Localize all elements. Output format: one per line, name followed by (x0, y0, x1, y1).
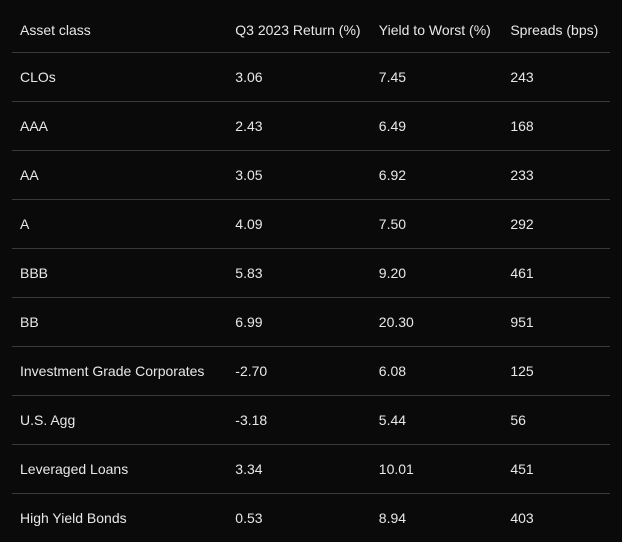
cell-spreads: 403 (502, 494, 610, 542)
cell-return: 0.53 (227, 494, 371, 542)
cell-yield: 6.49 (371, 102, 503, 151)
col-header-asset-class: Asset class (12, 12, 227, 53)
cell-asset-class: U.S. Agg (12, 396, 227, 445)
cell-return: 2.43 (227, 102, 371, 151)
cell-yield: 6.08 (371, 347, 503, 396)
table-body: CLOs 3.06 7.45 243 AAA 2.43 6.49 168 AA … (12, 53, 610, 542)
cell-return: 3.05 (227, 151, 371, 200)
cell-spreads: 243 (502, 53, 610, 102)
cell-asset-class: AAA (12, 102, 227, 151)
asset-class-table: Asset class Q3 2023 Return (%) Yield to … (12, 12, 610, 542)
col-header-return: Q3 2023 Return (%) (227, 12, 371, 53)
table-row: A 4.09 7.50 292 (12, 200, 610, 249)
cell-asset-class: A (12, 200, 227, 249)
cell-yield: 20.30 (371, 298, 503, 347)
cell-asset-class: CLOs (12, 53, 227, 102)
cell-asset-class: High Yield Bonds (12, 494, 227, 542)
table-row: BB 6.99 20.30 951 (12, 298, 610, 347)
table-row: AAA 2.43 6.49 168 (12, 102, 610, 151)
cell-asset-class: Investment Grade Corporates (12, 347, 227, 396)
table-row: U.S. Agg -3.18 5.44 56 (12, 396, 610, 445)
cell-yield: 10.01 (371, 445, 503, 494)
cell-spreads: 233 (502, 151, 610, 200)
table-row: AA 3.05 6.92 233 (12, 151, 610, 200)
cell-return: 3.34 (227, 445, 371, 494)
col-header-spreads: Spreads (bps) (502, 12, 610, 53)
col-header-yield: Yield to Worst (%) (371, 12, 503, 53)
cell-return: -2.70 (227, 347, 371, 396)
cell-spreads: 951 (502, 298, 610, 347)
cell-asset-class: Leveraged Loans (12, 445, 227, 494)
cell-return: 3.06 (227, 53, 371, 102)
cell-yield: 7.45 (371, 53, 503, 102)
cell-spreads: 168 (502, 102, 610, 151)
cell-yield: 6.92 (371, 151, 503, 200)
cell-yield: 5.44 (371, 396, 503, 445)
cell-yield: 7.50 (371, 200, 503, 249)
cell-asset-class: AA (12, 151, 227, 200)
cell-yield: 8.94 (371, 494, 503, 542)
cell-spreads: 292 (502, 200, 610, 249)
table-row: CLOs 3.06 7.45 243 (12, 53, 610, 102)
table-row: High Yield Bonds 0.53 8.94 403 (12, 494, 610, 542)
cell-return: 5.83 (227, 249, 371, 298)
cell-asset-class: BBB (12, 249, 227, 298)
cell-yield: 9.20 (371, 249, 503, 298)
table-row: Investment Grade Corporates -2.70 6.08 1… (12, 347, 610, 396)
cell-spreads: 125 (502, 347, 610, 396)
table-header-row: Asset class Q3 2023 Return (%) Yield to … (12, 12, 610, 53)
cell-return: -3.18 (227, 396, 371, 445)
cell-return: 4.09 (227, 200, 371, 249)
cell-return: 6.99 (227, 298, 371, 347)
cell-spreads: 451 (502, 445, 610, 494)
cell-spreads: 461 (502, 249, 610, 298)
table-row: BBB 5.83 9.20 461 (12, 249, 610, 298)
table-row: Leveraged Loans 3.34 10.01 451 (12, 445, 610, 494)
cell-asset-class: BB (12, 298, 227, 347)
cell-spreads: 56 (502, 396, 610, 445)
